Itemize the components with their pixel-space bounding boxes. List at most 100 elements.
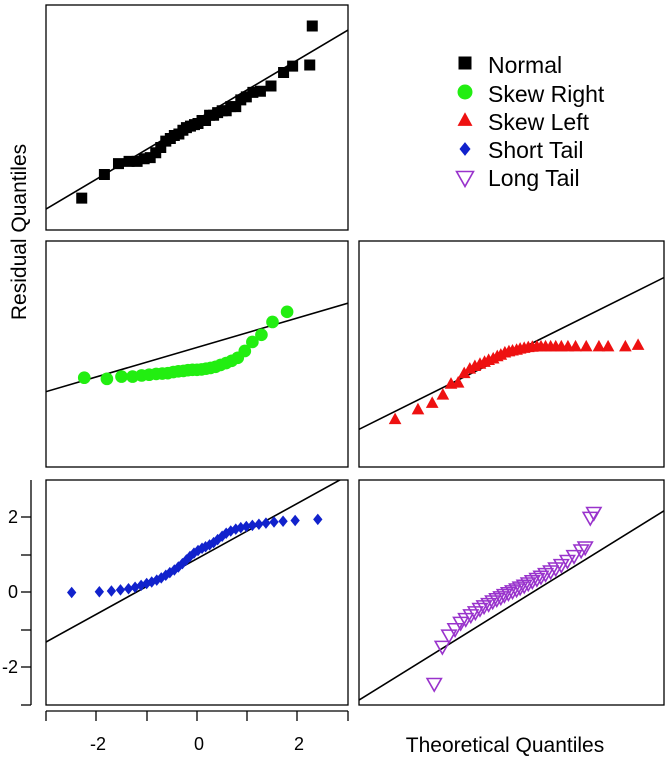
long-tail-data-point (515, 579, 533, 595)
long-tail-data-point (492, 591, 510, 607)
legend-label: Short Tail (488, 137, 583, 163)
normal-data-point (287, 60, 299, 72)
short-tail-data-point (177, 557, 188, 570)
normal-data-point (131, 155, 143, 167)
x-tick-label: 2 (294, 734, 304, 754)
panel-long-tail-frame (358, 479, 665, 706)
legend-marker-triangle-icon (457, 112, 473, 126)
short-tail-data-point (147, 576, 157, 588)
legend-label: Normal (488, 52, 562, 78)
legend-marker-shape (459, 142, 471, 156)
panel-long-tail (358, 479, 665, 706)
legend-item-skew-left: Skew Left (457, 109, 590, 135)
legend-marker-shape (455, 170, 475, 189)
short-tail-data-point (261, 517, 271, 529)
skew-left-data-point (601, 339, 615, 352)
legend-marker-shape (457, 84, 473, 100)
long-tail-data-point (440, 629, 458, 645)
short-tail-data-point (226, 525, 236, 537)
legend-item-skew-right: Skew Right (457, 81, 605, 107)
normal-data-point (254, 85, 266, 97)
short-tail-data-point (115, 584, 126, 596)
short-tail-data-point (241, 520, 252, 533)
short-tail-data-point (204, 539, 215, 551)
short-tail-data-point (231, 523, 241, 535)
long-tail-data-point (528, 572, 546, 588)
x-tick-label: 0 (194, 734, 204, 754)
long-tail-data-point (519, 577, 537, 593)
short-tail-data-point (173, 561, 184, 573)
x-axis-title: Theoretical Quantiles (406, 734, 604, 757)
short-tail-data-point (106, 585, 117, 597)
legend-label: Long Tail (488, 165, 580, 191)
short-tail-data-point (193, 544, 203, 557)
skew-left-data-point (569, 339, 582, 352)
y-tick-label: -2 (2, 657, 18, 677)
legend-item-normal: Normal (458, 52, 562, 78)
normal-data-point (306, 20, 318, 32)
long-tail-data-point (508, 583, 526, 599)
skew-left-data-point (579, 339, 593, 352)
long-tail-data-point (532, 570, 550, 586)
panel-skew-left-points (388, 338, 645, 425)
short-tail-data-point (236, 521, 246, 534)
y-tick-label: 0 (8, 582, 18, 602)
skew-left-data-point (411, 402, 425, 415)
normal-data-point (230, 101, 242, 113)
long-tail-data-point (523, 574, 541, 591)
short-tail-data-point (208, 536, 219, 549)
normal-data-point (123, 155, 135, 167)
skew-left-data-point (619, 339, 632, 352)
normal-data-point (278, 67, 290, 78)
normal-data-point (76, 192, 88, 204)
long-tail-data-point (565, 549, 583, 565)
normal-data-point (235, 94, 247, 106)
skew-left-data-point (592, 339, 606, 352)
normal-data-point (155, 142, 167, 153)
panel-skew-right (45, 240, 349, 468)
long-tail-data-point (503, 585, 522, 601)
y-axis-title: Residual Quantiles (8, 144, 31, 320)
long-tail-data-point (480, 597, 498, 613)
skew-left-data-point (436, 388, 450, 400)
long-tail-data-point (511, 581, 529, 597)
long-tail-data-point (499, 586, 517, 603)
short-tail-data-point (269, 516, 279, 528)
legend-marker-diamond-icon (459, 142, 471, 156)
skew-right-data-point (255, 328, 268, 342)
long-tail-data-point (488, 592, 506, 609)
normal-data-point (265, 80, 277, 92)
panel-normal (45, 4, 349, 231)
short-tail-data-point (189, 547, 199, 559)
normal-data-point (98, 169, 110, 180)
x-tick-label: -2 (90, 734, 106, 754)
long-tail-data-point (495, 588, 513, 604)
skew-left-data-point (388, 412, 402, 425)
short-tail-data-point (254, 518, 264, 531)
short-tail-data-point (123, 582, 134, 595)
skew-right-data-point (100, 372, 114, 386)
long-tail-data-point (572, 544, 590, 560)
short-tail-data-point (313, 513, 323, 526)
y-tick-label: 2 (8, 507, 18, 527)
long-tail-data-point (475, 600, 493, 616)
normal-data-point (247, 86, 259, 98)
normal-data-point (144, 152, 156, 164)
panel-short-tail-frame (45, 479, 349, 706)
skew-right-data-point (115, 370, 128, 383)
skew-right-data-point (77, 371, 91, 385)
skew-left-data-point (451, 376, 465, 388)
legend-marker-circle-icon (457, 84, 473, 100)
short-tail-data-point (94, 585, 105, 598)
panel-skew-right-points (77, 305, 294, 386)
long-tail-data-point (425, 677, 443, 693)
legend-marker-triangle-down-icon (455, 170, 475, 189)
panel-skew-right-frame (45, 240, 349, 468)
x-axis: -2 0 2 (45, 710, 349, 754)
legend-label: Skew Right (488, 81, 605, 107)
long-tail-data-point (552, 558, 570, 574)
normal-data-point (138, 153, 150, 165)
skew-right-data-point (238, 344, 252, 358)
legend-label: Skew Left (488, 109, 590, 135)
